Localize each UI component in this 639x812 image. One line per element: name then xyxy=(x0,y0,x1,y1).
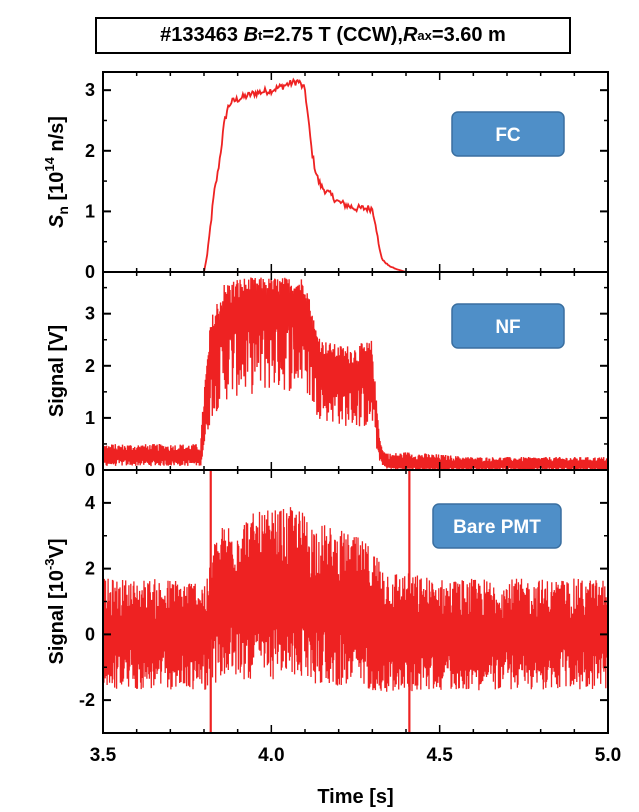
ylabel-end: V] xyxy=(46,538,68,558)
badge-box xyxy=(432,503,562,549)
badge-box xyxy=(451,111,565,157)
ytick-label: 3 xyxy=(85,304,95,324)
title-rax-sub: ax xyxy=(417,28,432,43)
ytick-label: 4 xyxy=(85,493,95,513)
ytick-label: -2 xyxy=(79,690,95,710)
panel-1: 0 1 2 3 FC Sn [1014 n/s] xyxy=(42,71,609,282)
title-bt-symbol: B xyxy=(243,24,259,46)
xtick-label: 5.0 xyxy=(595,745,621,766)
ylabel-symbol: S xyxy=(46,214,68,228)
badge-box xyxy=(451,303,565,349)
badge-label: NF xyxy=(495,317,520,338)
ylabel: Signal [V] xyxy=(46,325,68,417)
ytick-label: 1 xyxy=(85,201,95,221)
ylabel-sub: n xyxy=(55,206,71,215)
fc-trace xyxy=(103,77,608,272)
ytick-label: 0 xyxy=(85,624,95,644)
title-bt-sub: t xyxy=(258,28,263,43)
title-shot: #133463 xyxy=(160,24,239,46)
panel-frame xyxy=(102,71,609,273)
ytick-label: 2 xyxy=(85,559,95,579)
ytick-label: 3 xyxy=(85,80,95,100)
ylabel-rest: Signal [10 xyxy=(46,570,68,664)
xtick-label: 3.5 xyxy=(90,745,117,766)
xtick-label: 4.0 xyxy=(258,745,284,766)
ylabel-sup: 14 xyxy=(42,156,57,171)
trace-group xyxy=(103,470,608,733)
trace-group xyxy=(103,277,608,470)
title-rax-symbol: R xyxy=(402,24,418,46)
ylabel-rest: [10 xyxy=(46,172,68,206)
badge-label: Bare PMT xyxy=(453,517,541,538)
trace-group xyxy=(103,77,608,272)
pmt-trace xyxy=(103,507,608,692)
ylabel-end: n/s] xyxy=(46,116,68,157)
xtick-label: 4.5 xyxy=(426,745,453,766)
nf-trace xyxy=(103,277,608,470)
ytick-label: 2 xyxy=(85,356,95,376)
ytick-label: 1 xyxy=(85,408,95,428)
panel-2: 0 1 2 3 NF Signal [V] xyxy=(46,271,609,480)
title-rax-value: =3.60 m xyxy=(431,24,506,46)
badge-label: FC xyxy=(495,125,521,146)
ytick-label: 0 xyxy=(85,262,95,282)
ylabel: Signal [10-3V] xyxy=(42,538,68,664)
ylabel: Sn [1014 n/s] xyxy=(42,116,71,228)
panel-3: -2 0 2 4 Bare PMT Signal [10-3V] 3.5 4.0 4.5 5.0 T… xyxy=(42,469,621,808)
title-bt-value: =2.75 T (CCW), xyxy=(262,24,403,46)
xlabel: Time [s] xyxy=(317,786,393,808)
ylabel-sup: -3 xyxy=(42,558,57,570)
ytick-label: 0 xyxy=(85,460,95,480)
ytick-label: 2 xyxy=(85,141,95,161)
